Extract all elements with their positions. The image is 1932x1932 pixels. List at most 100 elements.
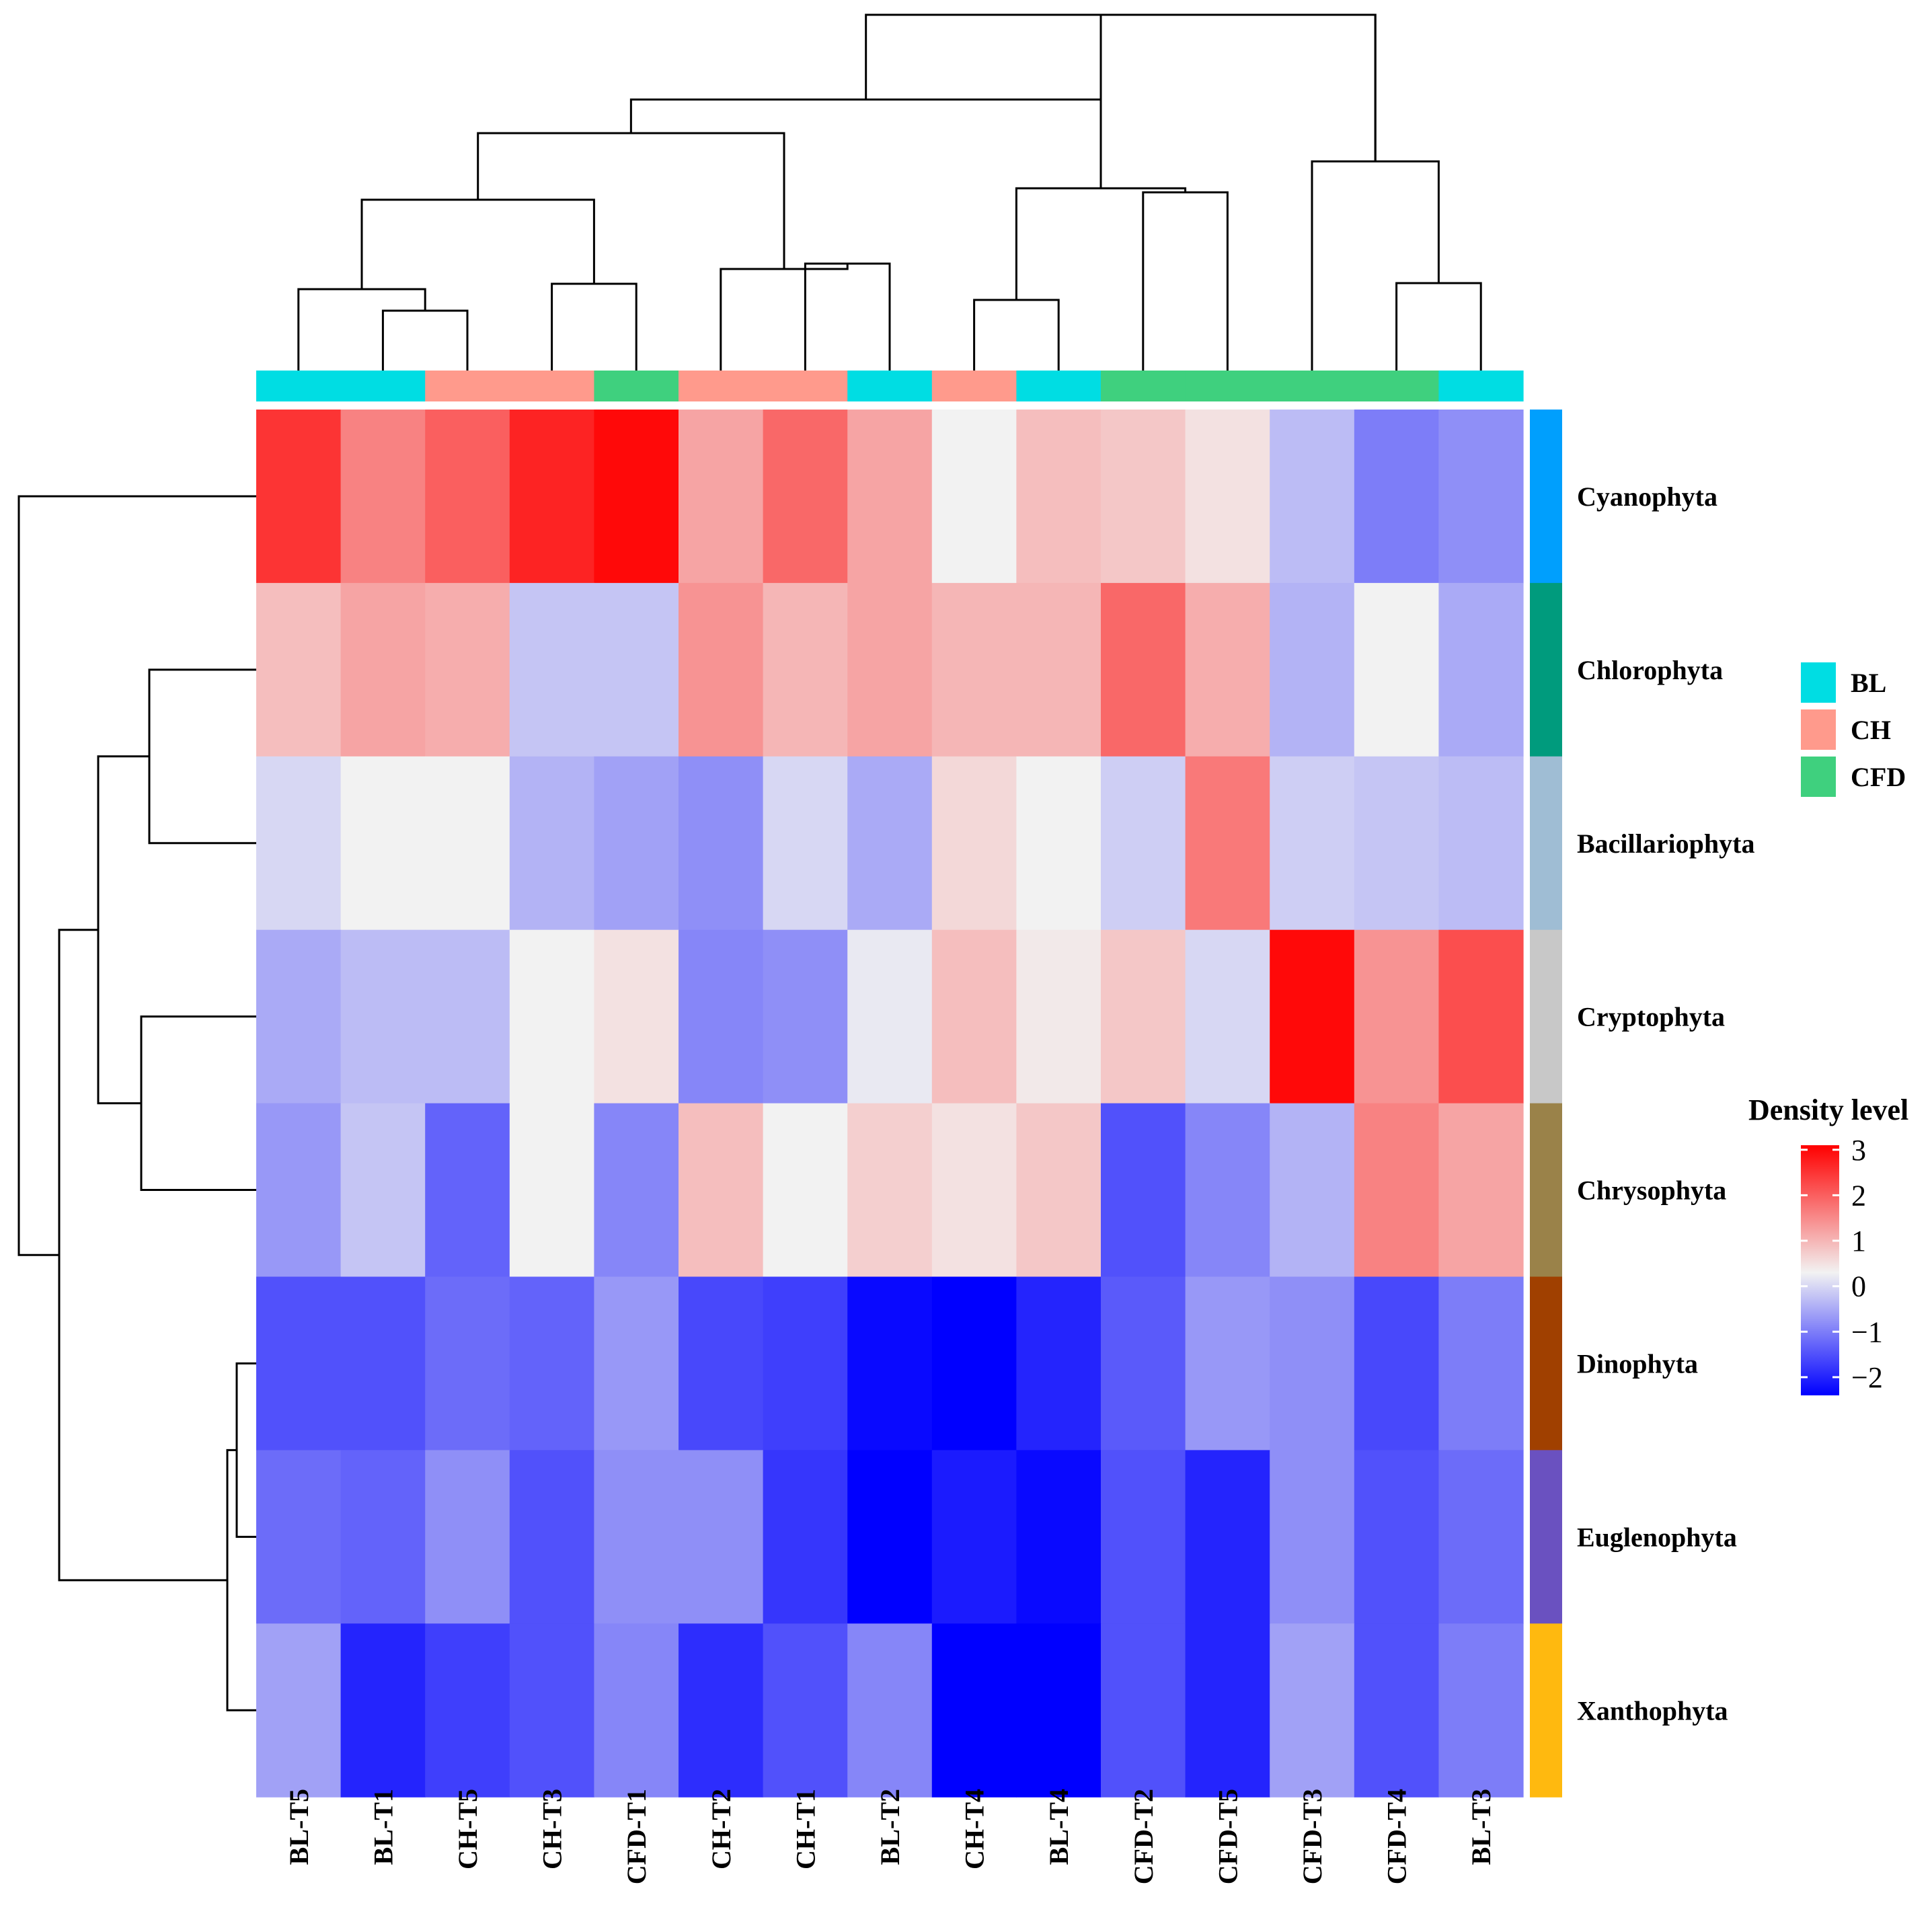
column-label: CH-T1: [790, 1789, 820, 1869]
heatmap-cell: [1101, 1103, 1186, 1278]
heatmap-cell: [256, 410, 342, 584]
heatmap-cell: [340, 582, 426, 757]
dendrogram-branch: [1142, 191, 1229, 371]
heatmap-cell: [1185, 929, 1270, 1104]
heatmap-cell: [1354, 410, 1439, 584]
row-annotation-cell: [1530, 1450, 1562, 1624]
heatmap-cell: [763, 1103, 848, 1278]
legend-label: CH: [1851, 715, 1891, 745]
colorbar-legend: Density level 3 2 1 0 −1 −2: [1748, 1093, 1908, 1395]
colorbar-tick-label: −2: [1851, 1361, 1883, 1394]
column-label: BL-T3: [1466, 1789, 1496, 1865]
heatmap-cell: [509, 756, 594, 931]
heatmap-cell: [679, 756, 764, 931]
column-label: CH-T4: [960, 1789, 990, 1869]
dendrogram-branch: [865, 13, 1377, 161]
heatmap-cell: [679, 582, 764, 757]
column-label: CFD-T5: [1212, 1789, 1243, 1884]
heatmap-cell: [509, 1276, 594, 1451]
heatmap-cell: [1438, 1450, 1524, 1624]
heatmap-cell: [594, 929, 679, 1104]
heatmap-cell: [847, 410, 933, 584]
heatmap-cell: [1438, 1623, 1524, 1798]
heatmap-cell: [1185, 582, 1270, 757]
legend-swatch: [1801, 709, 1836, 750]
heatmap-cell: [1101, 756, 1186, 931]
row-annotation-cell: [1530, 582, 1562, 757]
heatmap-cell: [679, 1276, 764, 1451]
column-dendrogram: [297, 13, 1482, 371]
row-label: Bacillariophyta: [1577, 828, 1754, 859]
colorbar-tick-label: 2: [1851, 1179, 1866, 1212]
heatmap-cell: [1438, 1103, 1524, 1278]
dendrogram-branch: [720, 264, 849, 371]
heatmap-cell: [425, 756, 510, 931]
heatmap-cell: [594, 1450, 679, 1624]
dendrogram-branch: [235, 1362, 256, 1538]
column-label: CFD-T2: [1128, 1789, 1159, 1884]
colorbar-tick-label: −1: [1851, 1315, 1883, 1348]
heatmap-cell: [931, 1103, 1017, 1278]
heatmap-cell: [1185, 1450, 1270, 1624]
heatmap-cell: [425, 1276, 510, 1451]
heatmap-cell: [594, 582, 679, 757]
row-annotation-cell: [1530, 1623, 1562, 1798]
heatmap-cell: [1354, 756, 1439, 931]
heatmap-cell: [931, 756, 1017, 931]
heatmap-cell: [931, 1450, 1017, 1624]
legend-label: CFD: [1851, 762, 1906, 792]
heatmap-cell: [1016, 756, 1102, 931]
heatmap-cell: [340, 929, 426, 1104]
heatmap-cell: [1101, 410, 1186, 584]
heatmap-cell: [1354, 1276, 1439, 1451]
heatmap-cell: [1354, 1623, 1439, 1798]
heatmap-cell: [1016, 1276, 1102, 1451]
group-annotation-cell: [340, 371, 426, 401]
heatmap-cell: [1438, 582, 1524, 757]
heatmap-cell: [1438, 929, 1524, 1104]
heatmap-cell: [763, 1450, 848, 1624]
heatmap-cell: [340, 1623, 426, 1798]
heatmap-cell: [1016, 582, 1102, 757]
heatmap-cell: [847, 1623, 933, 1798]
heatmap-cell: [340, 410, 426, 584]
row-annotation-cell: [1530, 756, 1562, 931]
group-annotation-cell: [509, 371, 594, 401]
row-label: Chlorophyta: [1577, 655, 1723, 685]
row-annotation-cell: [1530, 410, 1562, 584]
heatmap-cell: [1185, 1623, 1270, 1798]
heatmap-cell: [763, 1276, 848, 1451]
heatmap-cell: [679, 929, 764, 1104]
column-label: CH-T3: [537, 1789, 568, 1869]
heatmap-cell: [425, 410, 510, 584]
heatmap-cell: [679, 1450, 764, 1624]
column-label: CH-T2: [706, 1789, 736, 1869]
heatmap-cell: [340, 1103, 426, 1278]
dendrogram-branch: [551, 282, 637, 371]
dendrogram-branch: [973, 299, 1060, 371]
heatmap-cell: [594, 410, 679, 584]
heatmap-cell: [340, 756, 426, 931]
dendrogram-branch: [381, 309, 469, 371]
group-annotation-cell: [1016, 371, 1102, 401]
dendrogram-branch: [629, 98, 1102, 188]
dendrogram-branch: [1015, 187, 1187, 300]
colorbar-tick-label: 0: [1851, 1270, 1866, 1303]
heatmap-cell: [1354, 1450, 1439, 1624]
row-annotation-cell: [1530, 929, 1562, 1104]
group-legend: BL CH CFD: [1801, 662, 1906, 797]
heatmap-cell: [763, 1623, 848, 1798]
column-label: BL-T4: [1044, 1789, 1074, 1865]
group-annotation-cell: [931, 371, 1017, 401]
column-label: CFD-T3: [1297, 1789, 1327, 1884]
heatmap-cell: [847, 1276, 933, 1451]
dendrogram-branch: [1395, 282, 1482, 371]
column-label: BL-T1: [368, 1789, 398, 1865]
colorbar-gradient: [1801, 1145, 1839, 1395]
heatmap-cell: [763, 756, 848, 931]
row-annotation-cell: [1530, 1276, 1562, 1451]
heatmap-cell: [679, 1103, 764, 1278]
heatmap-cell: [1185, 1103, 1270, 1278]
group-annotation-cell: [425, 371, 510, 401]
